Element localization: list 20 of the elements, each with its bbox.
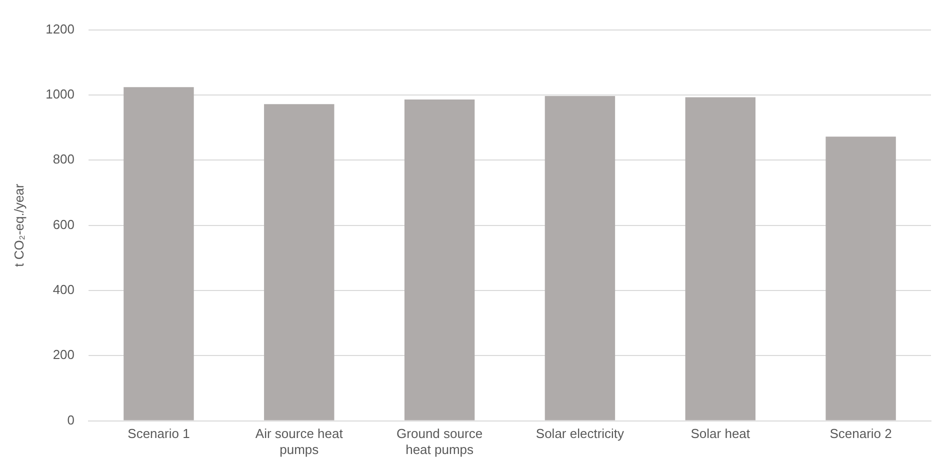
bar xyxy=(685,97,756,420)
x-tick-label: Air source heat pumps xyxy=(255,426,344,457)
y-axis-title: t CO₂-eq./year xyxy=(11,183,26,267)
bar xyxy=(826,136,896,420)
bar xyxy=(544,96,616,420)
y-tick-label: 200 xyxy=(52,347,75,362)
x-tick-label: Scenario 2 xyxy=(830,426,892,442)
x-tick-label: Solar electricity xyxy=(536,426,625,442)
x-tick-label: Solar heat xyxy=(690,426,750,442)
x-tick-label: Scenario 1 xyxy=(128,426,190,442)
y-tick-label: 1200 xyxy=(46,21,75,36)
y-tick-label: 800 xyxy=(52,152,75,167)
bar xyxy=(404,100,475,420)
y-tick-label: 400 xyxy=(52,282,75,298)
y-tick-label: 600 xyxy=(52,216,75,232)
y-tick-label: 1000 xyxy=(46,86,75,102)
bar xyxy=(124,87,194,420)
bar xyxy=(264,104,334,420)
x-tick-label: Ground source heat pumps xyxy=(396,426,483,457)
y-tick-label: 0 xyxy=(67,412,75,428)
